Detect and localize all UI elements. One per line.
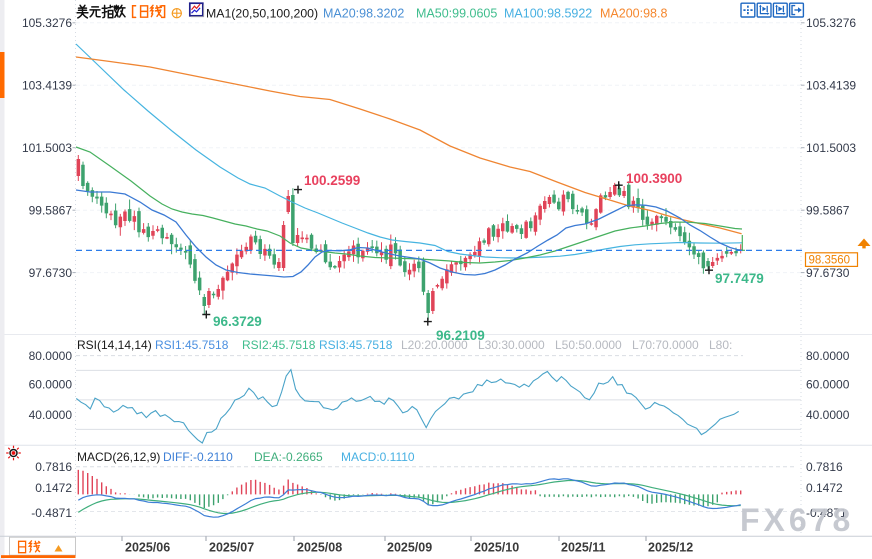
svg-text:96.3729: 96.3729 [213,314,262,329]
svg-text:RSI(14,14,14): RSI(14,14,14) [77,338,152,352]
svg-text:L30:30.0000: L30:30.0000 [478,338,545,352]
svg-text:0.1472: 0.1472 [806,481,843,495]
svg-text:2025/08: 2025/08 [297,541,342,555]
svg-text:-0.4871: -0.4871 [806,506,847,520]
svg-text:100.3900: 100.3900 [626,171,682,186]
svg-text:MA50:99.0605: MA50:99.0605 [416,6,497,20]
svg-text:DIFF:-0.2110: DIFF:-0.2110 [163,450,233,464]
svg-text:0.7816: 0.7816 [806,460,843,474]
svg-text:0.1472: 0.1472 [35,481,72,495]
svg-text:98.3560: 98.3560 [809,254,851,266]
svg-text:60.0000: 60.0000 [29,378,73,392]
svg-text:L80:: L80: [709,338,732,352]
svg-text:L50:50.0000: L50:50.0000 [555,338,622,352]
svg-text:103.4139: 103.4139 [22,78,72,92]
svg-text:L20:20.0000: L20:20.0000 [401,338,468,352]
svg-text:2025/09: 2025/09 [387,541,432,555]
svg-text:RSI1:45.7518: RSI1:45.7518 [155,338,229,352]
svg-text:DEA:-0.2665: DEA:-0.2665 [254,450,323,464]
svg-text:L70:70.0000: L70:70.0000 [632,338,699,352]
svg-text:80.0000: 80.0000 [29,349,73,363]
svg-text:MACD:0.1110: MACD:0.1110 [341,450,415,464]
svg-text:105.3276: 105.3276 [22,16,72,30]
svg-text:101.5003: 101.5003 [22,141,72,155]
svg-text:2025/11: 2025/11 [561,541,606,555]
svg-text:99.5867: 99.5867 [806,203,850,217]
svg-text:80.0000: 80.0000 [806,349,850,363]
svg-text:97.7479: 97.7479 [715,271,764,286]
svg-text:2025/07: 2025/07 [209,541,254,555]
svg-text:0.7816: 0.7816 [35,460,72,474]
svg-text:97.6730: 97.6730 [806,266,850,280]
svg-text:100.2599: 100.2599 [304,173,360,188]
svg-text:MA200:98.8: MA200:98.8 [600,6,667,20]
svg-text:MA1(20,50,100,200): MA1(20,50,100,200) [206,6,318,20]
svg-text:-0.4871: -0.4871 [31,506,72,520]
svg-text:FX678: FX678 [740,502,854,538]
svg-text:40.0000: 40.0000 [806,408,850,422]
svg-text:2025/12: 2025/12 [648,541,693,555]
svg-text:96.2109: 96.2109 [436,328,485,343]
svg-text:103.4139: 103.4139 [806,78,856,92]
svg-text:MA20:98.3202: MA20:98.3202 [323,6,404,20]
svg-text:RSI3:45.7518: RSI3:45.7518 [319,338,393,352]
svg-text:MACD(26,12,9): MACD(26,12,9) [77,450,160,464]
svg-text:99.5867: 99.5867 [29,203,73,217]
svg-text:60.0000: 60.0000 [806,378,850,392]
svg-text:40.0000: 40.0000 [29,408,73,422]
svg-text:RSI2:45.7518: RSI2:45.7518 [242,338,316,352]
svg-text:2025/10: 2025/10 [474,541,519,555]
svg-text:105.3276: 105.3276 [806,16,856,30]
svg-text:MA100:98.5922: MA100:98.5922 [504,6,592,20]
svg-text:97.6730: 97.6730 [29,266,73,280]
svg-text:101.5003: 101.5003 [806,141,856,155]
svg-text:2025/06: 2025/06 [125,541,170,555]
